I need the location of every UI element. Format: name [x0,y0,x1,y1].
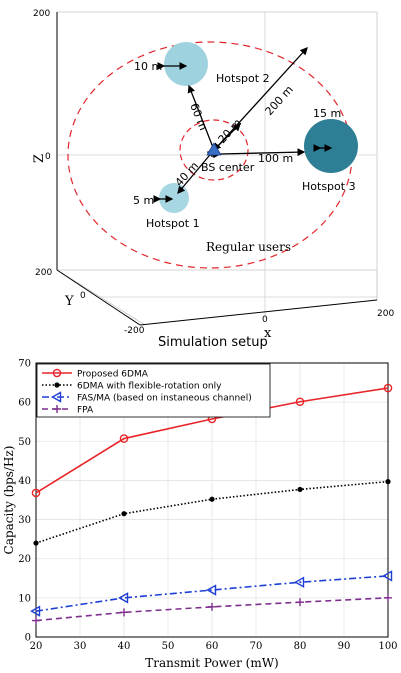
y-axis-label: Y [64,294,74,309]
y-tick-label: 70 [18,359,31,370]
axis-ticks: 20 30 40 50 60 70 80 90 100 0 10 20 30 40 50 60 70 [18,359,397,653]
series-marker [121,511,127,517]
series-marker [52,368,62,378]
series-marker [53,405,61,413]
series-marker [296,598,304,607]
y-tick-label: 20 [18,554,31,565]
x-axis-title: Transmit Power (mW) [145,656,278,670]
series-marker [31,488,41,498]
series-line [35,575,389,612]
series-marker [119,434,129,443]
bs-center-triangle [206,142,222,156]
z-axis-label: Z [32,154,47,163]
series-marker [32,616,40,625]
series-marker [383,383,393,393]
x-tick-label: 80 [294,641,307,652]
series-marker [384,593,392,602]
legend-entry-label: FAS/MA (based on instaneous channel) [77,394,252,404]
plot-area-frame [35,362,389,638]
z-tick-mid: 0 [45,152,51,162]
outer-radius-label: 200 m [263,83,296,118]
series-marker [118,592,129,604]
y-axis-title: Capacity (bps/Hz) [2,446,16,555]
series-marker [30,605,41,617]
inner-radius-label: 20 m [216,116,245,146]
legend-entry-label: Proposed 6DMA [77,370,149,380]
series-layer [30,383,393,625]
series-line [35,597,389,622]
x-tick-label: 60 [206,641,219,652]
series-marker [209,496,215,502]
z-tick-top: 200 [33,9,50,19]
hotspot-1-disc [159,183,189,213]
3d-axes [56,12,378,326]
series-2 [30,570,393,617]
x-tick-label: 40 [118,641,131,652]
x-tick-label: 30 [74,641,87,652]
x-tick-label: 70 [250,641,263,652]
y-tick-top: 200 [35,268,52,278]
x-axis-label: x [264,326,272,341]
y-tick-label: 10 [18,593,31,604]
series-marker [295,397,305,407]
x-tick-label: 90 [338,641,351,652]
x-tick-label: 20 [30,641,43,652]
legend-entry-label: FPA [77,406,94,416]
simulation-setup-figure: 200 0 Z 200 0 Y -200 0 x 200 BS center H… [32,9,394,350]
series-0 [31,383,393,498]
hotspot-3-radius-label: 15 m [313,107,341,120]
y-tick-label: 60 [18,398,31,409]
series-1 [33,479,391,546]
y-tick-label: 50 [18,437,31,448]
x-tick-200: 200 [377,309,394,319]
hotspot-1-distance-label: 40 m [173,159,202,189]
series-line [35,387,389,494]
series-3 [32,593,392,625]
x-tick-zero: 0 [262,315,268,325]
series-marker [294,576,305,588]
series-marker [120,608,128,617]
y-tick-label: 40 [18,476,31,487]
x-tick-label: 50 [162,641,175,652]
hotspot-2-disc [164,42,208,86]
y-tick-bottom: -200 [124,326,145,336]
series-marker [382,570,393,582]
hotspot-3-disc [304,119,358,173]
x-tick-label: 100 [378,641,397,652]
figure-caption: Simulation setup [158,335,268,350]
y-tick-mid: 0 [80,291,86,301]
regular-users-label: Regular users [206,240,291,254]
hotspot-1-label: Hotspot 1 [146,217,200,230]
series-marker [51,391,62,403]
hotspot-3-distance-label: 100 m [258,152,293,165]
bs-center-label: BS center [201,161,255,174]
hotspot-2-radius-label: 10 m [134,60,162,73]
chart-legend: Proposed 6DMA 6DMA with flexible-rotation… [36,363,271,418]
capacity-chart: 20 30 40 50 60 70 80 90 100 0 10 20 30 40 50 60 70 Trans… [2,359,398,671]
hotspot-1-radius-label: 5 m [133,194,154,207]
series-marker [385,479,391,485]
series-marker [297,486,303,493]
y-tick-label: 30 [18,515,31,526]
series-marker [208,602,216,611]
series-marker [33,540,39,546]
legend-entry-label: 6DMA with flexible-rotation only [77,382,222,392]
hotspot-2-label: Hotspot 2 [216,72,270,85]
series-marker [54,382,60,388]
distance-arrows [153,47,333,203]
hotspot-3-label: Hotspot 3 [302,180,356,193]
y-tick-label: 0 [25,633,31,644]
series-marker [206,584,217,596]
